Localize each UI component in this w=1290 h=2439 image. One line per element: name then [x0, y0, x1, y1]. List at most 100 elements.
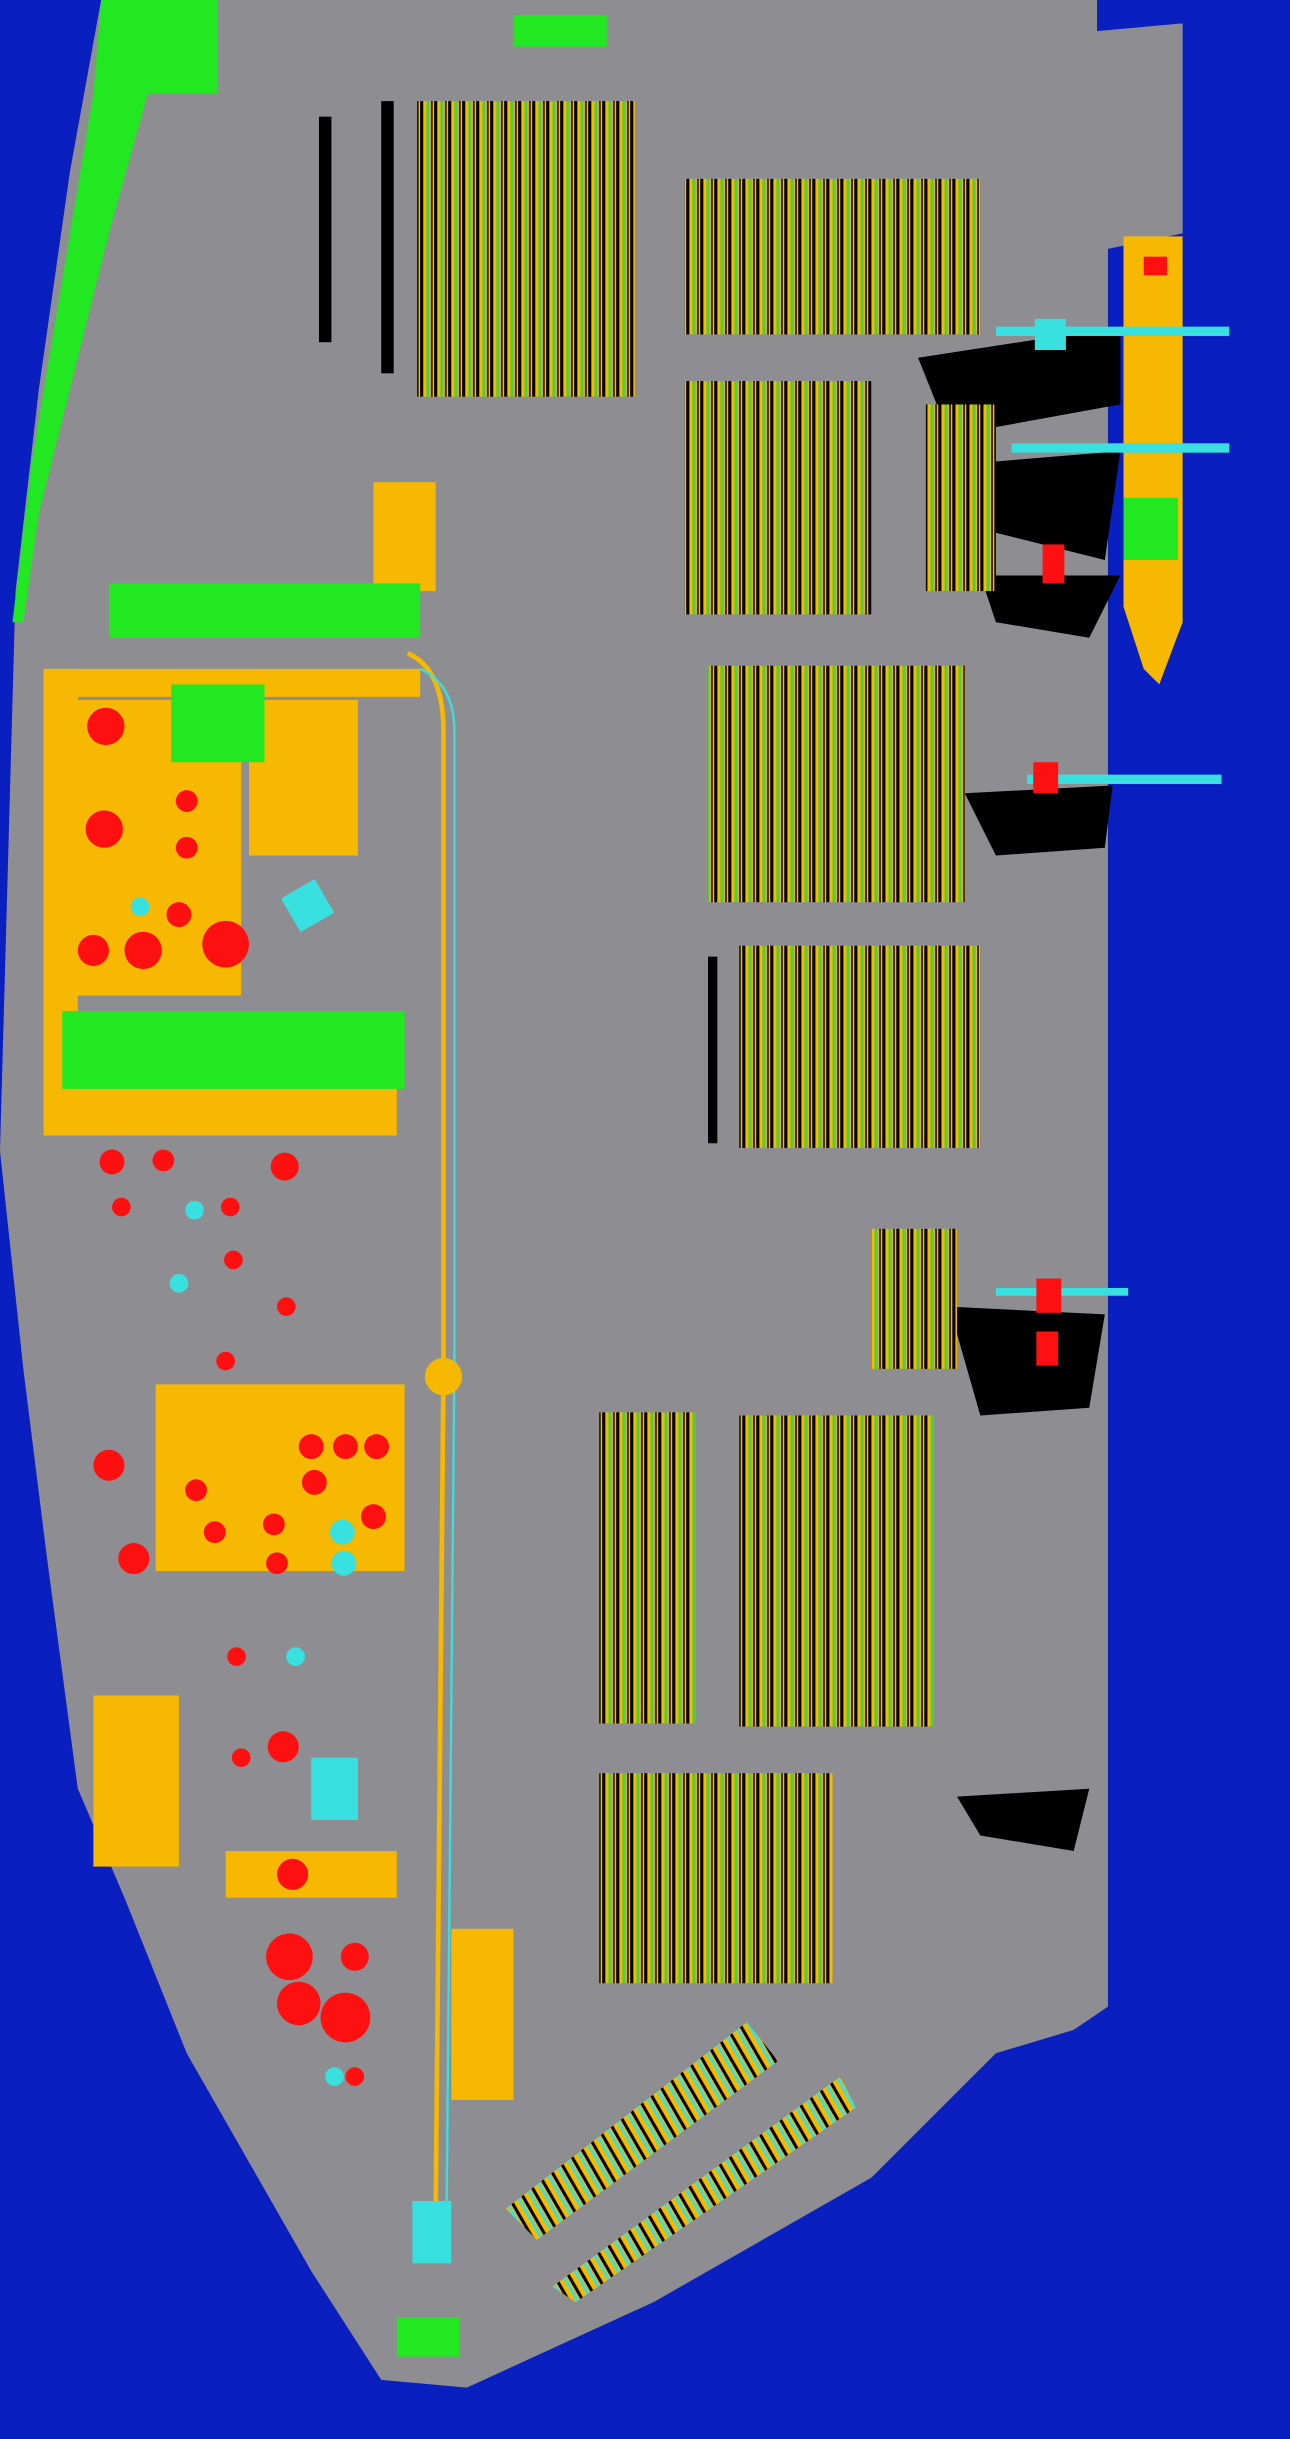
road-line — [419, 667, 456, 2209]
container-block — [599, 1412, 696, 1724]
container-block — [871, 1228, 957, 1369]
green-area — [513, 15, 607, 47]
area — [155, 1384, 405, 1572]
area — [54, 1088, 397, 1136]
ship-part — [1143, 256, 1168, 276]
area — [373, 482, 436, 592]
crane-shadow — [956, 1788, 1090, 1852]
crane-cabin — [1036, 1278, 1062, 1313]
tank — [301, 1469, 327, 1495]
crane-arms — [995, 326, 1230, 1296]
tank — [266, 1933, 313, 1981]
tank — [175, 790, 198, 812]
crane-arm — [1011, 443, 1230, 453]
building — [1034, 318, 1066, 350]
ship-deck — [1123, 497, 1178, 560]
crane-arm — [995, 1287, 1129, 1296]
tank — [298, 1434, 324, 1460]
tank — [333, 1434, 358, 1460]
container-block — [708, 665, 965, 903]
container-block-diagonal — [505, 2022, 779, 2240]
tank — [203, 1521, 226, 1544]
road-edge — [406, 651, 446, 2209]
small-tank — [286, 1647, 305, 1666]
tank — [166, 902, 192, 928]
green-area — [62, 1011, 405, 1089]
vegetation — [62, 0, 607, 2357]
area — [93, 1695, 179, 1867]
small-tank — [329, 1519, 355, 1545]
tank — [220, 1197, 240, 1217]
small-tank — [169, 1273, 189, 1293]
roundabout — [424, 1357, 463, 1396]
container-block — [417, 101, 635, 397]
cranes — [918, 326, 1121, 1852]
area — [248, 699, 358, 856]
tank — [267, 1731, 299, 1763]
building — [412, 2201, 452, 2264]
small-tanks — [130, 318, 1066, 2264]
road — [406, 651, 456, 2209]
tank — [93, 1449, 125, 1481]
tank — [202, 920, 249, 968]
tank — [364, 1434, 390, 1460]
tank — [118, 1543, 150, 1575]
tank — [262, 1513, 285, 1536]
crane-cabins — [1033, 544, 1065, 1366]
tank — [345, 2067, 365, 2086]
area — [225, 1851, 397, 1898]
tank — [175, 836, 198, 859]
tank — [112, 1197, 131, 1217]
tank — [276, 1981, 321, 2026]
tank — [361, 1504, 386, 1530]
tank — [270, 1152, 299, 1181]
container-block — [599, 1773, 833, 1984]
green-area — [171, 684, 265, 763]
area — [451, 1928, 514, 2100]
tank — [340, 1942, 369, 1971]
tank — [85, 810, 123, 848]
container-block — [739, 945, 981, 1148]
tank — [87, 707, 125, 746]
bar — [318, 116, 332, 343]
building — [281, 879, 335, 933]
tank — [124, 931, 162, 970]
tank — [227, 1647, 246, 1666]
ship — [1123, 236, 1183, 685]
crane-cabin — [1033, 762, 1059, 794]
crane-shadow — [949, 1306, 1105, 1416]
tank — [224, 1250, 243, 1270]
green-area — [108, 583, 421, 638]
shoreline-vegetation — [12, 0, 187, 623]
tank — [266, 1552, 288, 1575]
tank — [231, 1748, 251, 1768]
tank — [276, 1858, 309, 1890]
tank — [276, 1297, 296, 1316]
crane-shadow — [980, 575, 1121, 638]
crane-arm — [995, 326, 1230, 336]
tank — [152, 1149, 175, 1172]
small-tank — [130, 897, 150, 917]
crane-cabin — [1042, 544, 1065, 584]
building — [311, 1757, 358, 1820]
black-bars — [318, 101, 718, 1144]
crane-cabin — [1036, 1331, 1059, 1366]
crane-arm — [1027, 774, 1222, 784]
container-block-diagonal — [552, 2076, 856, 2303]
bar — [708, 956, 718, 1144]
container-block — [739, 1415, 934, 1727]
crane-shadow — [964, 785, 1113, 856]
small-tank — [331, 1550, 357, 1576]
green-area — [140, 0, 218, 94]
tank — [320, 1992, 371, 2043]
bar — [381, 101, 394, 374]
container-blocks — [417, 101, 996, 1984]
tank — [99, 1149, 125, 1175]
tank — [216, 1351, 235, 1371]
tank — [185, 1479, 207, 1502]
green-area — [396, 2317, 460, 2357]
small-tank — [325, 2067, 344, 2086]
tank — [77, 934, 109, 966]
small-tank — [185, 1200, 204, 1220]
